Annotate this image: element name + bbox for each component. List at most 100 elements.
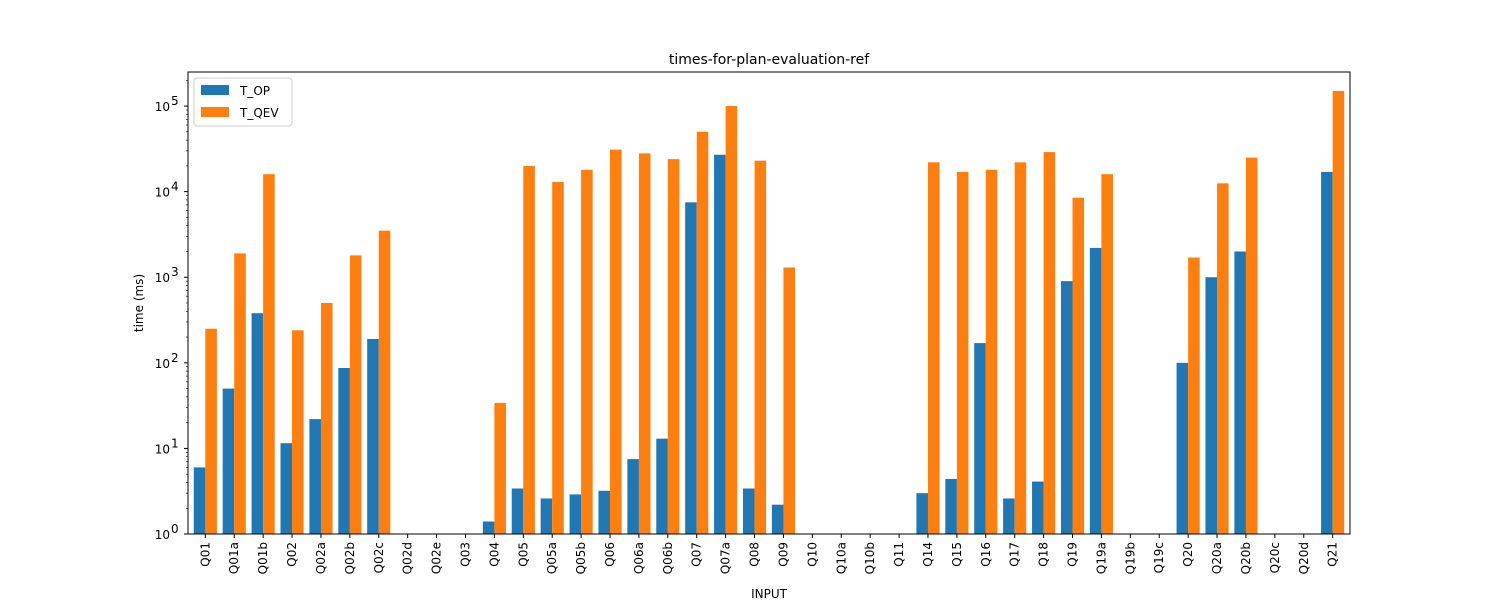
x-tick-label-q10: Q10 — [805, 542, 819, 567]
bar-t-qev-q17 — [1014, 162, 1027, 534]
x-tick-label-q19: Q19 — [1066, 542, 1080, 567]
y-tick-label: 10 — [155, 271, 170, 285]
y-tick-exponent: 2 — [171, 351, 179, 365]
bar-t-qev-q09 — [783, 267, 796, 534]
x-tick-label-q05a: Q05a — [545, 542, 559, 574]
bar-t-op-q02c — [367, 338, 379, 534]
bar-t-qev-q19 — [1072, 197, 1085, 534]
x-tick-label-q15: Q15 — [950, 542, 964, 567]
x-tick-label-q17: Q17 — [1008, 542, 1022, 567]
y-tick-label: 10 — [155, 528, 170, 542]
chart-title: times-for-plan-evaluation-ref — [669, 52, 870, 68]
bar-t-op-q05a — [540, 498, 553, 534]
x-tick-label-q10b: Q10b — [863, 542, 877, 574]
bar-t-op-q06 — [598, 490, 611, 534]
x-ticks: Q01 Q01a Q01b Q02 Q02a Q02b Q02c Q02d Q02e Q03 Q04… — [198, 534, 1340, 574]
x-tick-label-q02d: Q02d — [401, 542, 415, 574]
y-tick-label: 10 — [155, 186, 170, 200]
bar-t-qev-q20a — [1217, 183, 1229, 534]
x-axis-label: INPUT — [751, 587, 788, 600]
bars-layer — [193, 90, 1345, 535]
x-tick-label-q20c: Q20c — [1268, 542, 1282, 573]
x-tick-label-q06b: Q06b — [661, 542, 675, 574]
x-tick-label-q02a: Q02a — [314, 542, 328, 574]
y-tick-exponent: 3 — [171, 265, 179, 279]
x-tick-label-q02c: Q02c — [372, 542, 386, 573]
bar-t-op-q04 — [482, 521, 495, 534]
bar-t-op-q01b — [251, 313, 264, 534]
y-tick-label: 10 — [155, 100, 170, 114]
y-tick-exponent: 1 — [171, 436, 179, 450]
bar-t-op-q07a — [714, 154, 726, 535]
bar-t-op-q19a — [1089, 247, 1102, 534]
bar-t-op-q05b — [569, 494, 582, 534]
y-tick-exponent: 4 — [171, 180, 179, 194]
x-tick-label-q04: Q04 — [487, 542, 501, 567]
bar-t-op-q01a — [222, 388, 235, 534]
bar-t-op-q20 — [1176, 362, 1189, 534]
x-tick-label-q02e: Q02e — [430, 542, 444, 574]
bar-t-op-q19 — [1060, 281, 1073, 534]
bar-t-qev-q16 — [985, 169, 998, 535]
bar-t-op-q16 — [974, 343, 986, 534]
x-tick-label-q20b: Q20b — [1239, 542, 1253, 574]
x-tick-label-q08: Q08 — [748, 542, 762, 567]
x-tick-label-q19b: Q19b — [1123, 542, 1137, 574]
bar-t-op-q01 — [193, 467, 206, 534]
bar-t-op-q05 — [511, 488, 524, 534]
bar-t-op-q09 — [771, 504, 784, 534]
bar-t-op-q07 — [685, 202, 697, 534]
legend: T_OP T_QEV — [193, 77, 293, 127]
bar-t-op-q18 — [1032, 481, 1044, 534]
y-tick-label: 10 — [155, 357, 170, 371]
x-tick-label-q07: Q07 — [690, 542, 704, 567]
bar-t-op-q02b — [338, 368, 350, 534]
bar-t-qev-q20b — [1245, 157, 1258, 534]
x-tick-label-q18: Q18 — [1037, 542, 1051, 567]
x-tick-label-q20a: Q20a — [1210, 542, 1224, 574]
bar-t-qev-q20 — [1188, 257, 1200, 534]
bar-t-qev-q02b — [349, 255, 362, 534]
x-tick-label-q05: Q05 — [516, 542, 530, 567]
y-tick-exponent: 0 — [171, 522, 179, 536]
legend-label-t-op: T_OP — [239, 84, 270, 98]
legend-swatch-t-qev — [201, 107, 229, 117]
bar-t-op-q06a — [627, 459, 639, 534]
x-tick-label-q10a: Q10a — [834, 542, 848, 574]
bar-t-qev-q05a — [552, 181, 564, 534]
y-tick-label: 10 — [155, 442, 170, 456]
bar-t-op-q08 — [742, 488, 755, 534]
bar-t-qev-q18 — [1043, 152, 1056, 534]
bar-t-qev-q21 — [1332, 90, 1345, 535]
x-tick-label-q06: Q06 — [603, 542, 617, 567]
bar-t-op-q17 — [1003, 498, 1015, 534]
x-tick-label-q01b: Q01b — [256, 542, 270, 574]
x-tick-label-q19c: Q19c — [1152, 542, 1166, 573]
bar-t-qev-q05 — [523, 165, 535, 534]
bar-t-qev-q02 — [292, 330, 304, 534]
x-tick-label-q01a: Q01a — [227, 542, 241, 574]
bar-t-op-q02a — [309, 419, 321, 534]
bar-t-op-q21 — [1321, 171, 1333, 535]
bar-t-op-q06b — [656, 438, 668, 534]
bar-t-qev-q06a — [638, 153, 651, 534]
bar-t-qev-q01b — [263, 174, 275, 534]
x-tick-label-q09: Q09 — [776, 542, 790, 567]
bar-t-qev-q15 — [956, 171, 969, 535]
bar-t-qev-q07 — [696, 131, 709, 534]
x-tick-label-q16: Q16 — [979, 542, 993, 567]
bar-t-qev-q02c — [378, 230, 391, 535]
x-tick-label-q19a: Q19a — [1094, 542, 1108, 574]
bar-t-qev-q14 — [927, 162, 940, 534]
bar-t-op-q20b — [1234, 251, 1246, 534]
bar-t-qev-q08 — [754, 160, 767, 534]
x-tick-label-q02: Q02 — [285, 542, 299, 567]
bar-t-qev-q02a — [320, 303, 333, 534]
bar-t-op-q02 — [280, 443, 293, 534]
plot-frame — [187, 71, 1351, 535]
bar-t-op-q15 — [945, 478, 957, 534]
x-tick-label-q03: Q03 — [458, 542, 472, 567]
bar-t-qev-q01 — [205, 328, 217, 534]
